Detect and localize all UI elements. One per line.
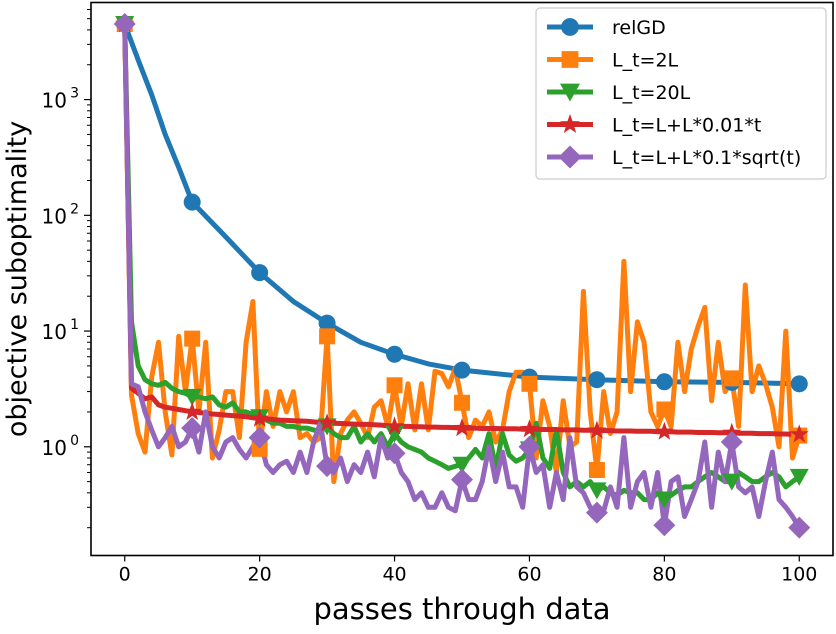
y-tick-exponent: 0 <box>70 433 79 449</box>
legend-marker-1 <box>561 51 579 68</box>
data-point-2-90 <box>722 473 742 491</box>
plot-area <box>113 12 811 539</box>
data-point-1-80 <box>656 401 673 418</box>
data-point-2-10 <box>182 388 202 406</box>
data-point-0-80 <box>655 373 673 391</box>
data-point-1-60 <box>521 375 538 392</box>
data-point-2-100 <box>789 468 809 486</box>
data-point-4-50 <box>451 468 473 491</box>
data-point-1-50 <box>454 394 470 411</box>
data-point-4-90 <box>720 430 743 453</box>
x-tick-label: 20 <box>248 564 272 586</box>
legend-marker-0 <box>561 18 579 36</box>
legend-label-4: L_t=L+L*0.1*sqrt(t) <box>612 147 801 169</box>
data-point-0-100 <box>790 375 808 393</box>
data-point-3-30 <box>317 413 337 432</box>
data-point-0-70 <box>588 371 606 389</box>
data-point-0-50 <box>453 361 471 379</box>
x-tick-label: 0 <box>119 564 131 586</box>
data-point-2-40 <box>385 425 405 443</box>
legend-label-2: L_t=20L <box>612 82 691 104</box>
data-point-3-70 <box>587 420 607 439</box>
data-point-4-20 <box>248 426 271 449</box>
legend-marker-4 <box>558 145 582 169</box>
data-point-4-100 <box>788 516 811 539</box>
data-point-0-20 <box>251 264 269 282</box>
y-tick-label: 10 <box>42 204 67 228</box>
y-tick-label: 10 <box>42 89 67 113</box>
data-point-4-40 <box>383 442 406 465</box>
legend: relGD L_t=2L L_t=20L L_t=L+L*0.01*t L_t=L+L*… <box>535 7 827 180</box>
legend-box <box>535 7 827 180</box>
data-point-3-20 <box>250 408 270 427</box>
legend-label-0: relGD <box>612 17 666 39</box>
data-point-2-80 <box>654 491 674 509</box>
y-tick-exponent: 2 <box>70 201 79 217</box>
y-tick-label: 10 <box>42 320 67 344</box>
data-point-1-90 <box>723 370 740 387</box>
x-tick-label: 80 <box>652 564 676 586</box>
x-tick-label: 40 <box>382 564 406 586</box>
y-tick-exponent: 3 <box>70 86 79 102</box>
axes-frame <box>90 1 834 557</box>
y-axis-label: objective suboptimality <box>2 121 33 437</box>
x-tick-label: 100 <box>781 564 817 586</box>
data-point-0-40 <box>386 345 404 363</box>
y-tick-label: 10 <box>42 436 67 460</box>
data-point-4-0 <box>113 12 136 35</box>
data-point-1-20 <box>251 440 268 457</box>
data-point-2-70 <box>587 482 607 500</box>
legend-marker-3 <box>560 114 580 133</box>
legend-label-3: L_t=L+L*0.01*t <box>612 115 761 137</box>
x-axis-label: passes through data <box>313 592 610 626</box>
data-point-4-10 <box>181 417 204 440</box>
data-point-0-10 <box>183 193 201 211</box>
data-point-2-50 <box>452 456 472 474</box>
y-tick-exponent: 1 <box>70 317 79 333</box>
data-point-4-80 <box>653 514 676 537</box>
data-point-3-100 <box>789 424 809 443</box>
data-point-4-30 <box>316 455 339 478</box>
data-point-3-60 <box>519 419 539 438</box>
data-point-1-30 <box>319 328 336 345</box>
data-point-3-80 <box>654 421 674 440</box>
legend-label-1: L_t=2L <box>612 50 679 72</box>
data-point-3-50 <box>452 418 472 437</box>
x-tick-label: 60 <box>517 564 541 586</box>
legend-marker-2 <box>560 83 580 102</box>
data-point-1-10 <box>184 330 201 347</box>
data-point-4-70 <box>585 501 608 524</box>
data-point-1-40 <box>386 377 403 394</box>
data-point-3-40 <box>385 416 405 435</box>
data-point-3-10 <box>182 401 202 420</box>
data-point-1-70 <box>588 462 605 479</box>
data-point-4-60 <box>518 435 541 458</box>
data-point-0-30 <box>318 314 336 332</box>
